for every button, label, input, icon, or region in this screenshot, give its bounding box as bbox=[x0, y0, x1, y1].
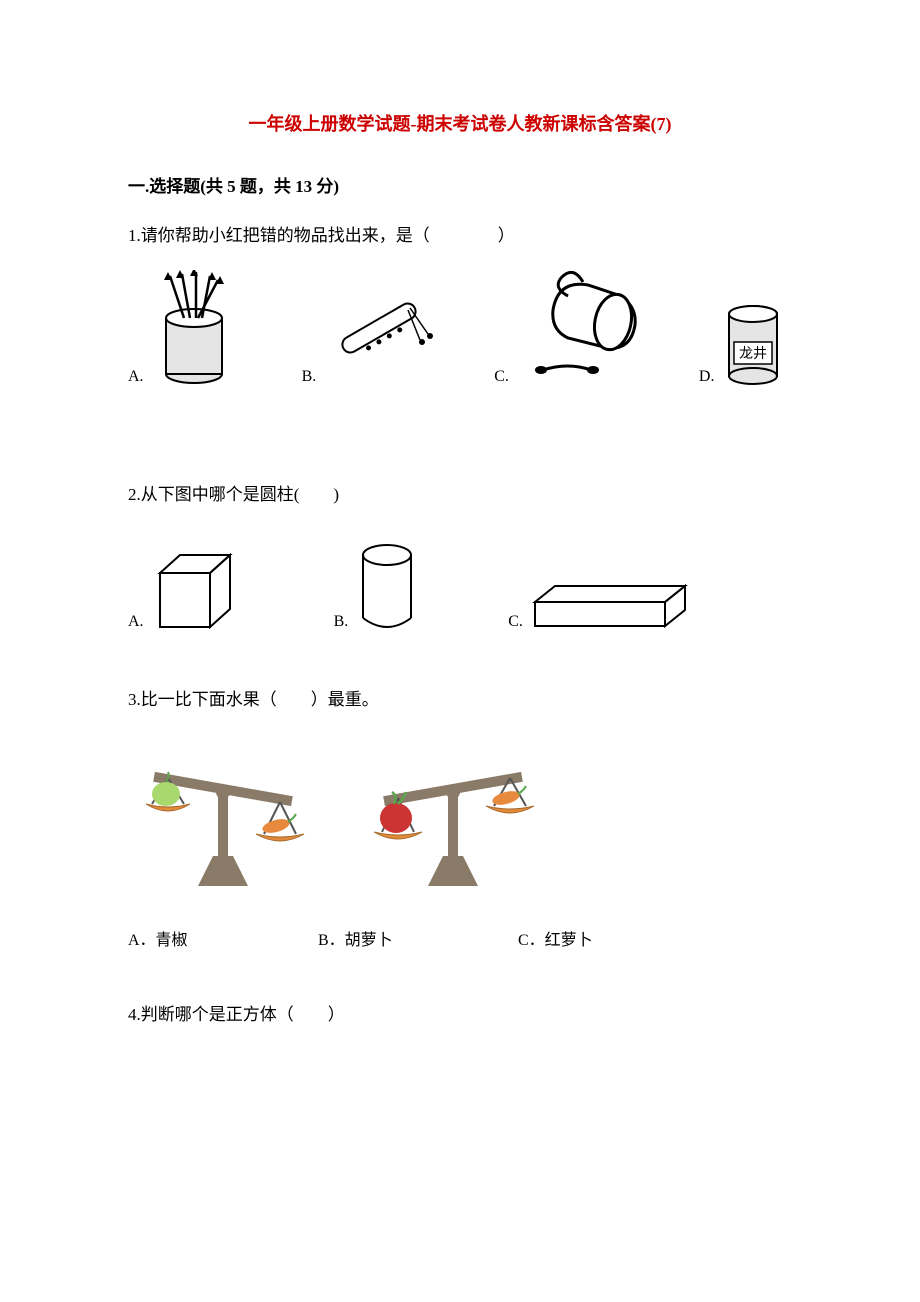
section-header: 一.选择题(共 5 题，共 13 分) bbox=[128, 172, 792, 197]
q3-option-c: C．红萝卜 bbox=[518, 926, 593, 950]
option-label: C. bbox=[494, 368, 509, 386]
option-label: A. bbox=[128, 368, 144, 386]
cuboid-icon bbox=[527, 580, 697, 635]
question-4: 4.判断哪个是正方体（ ） bbox=[128, 1000, 792, 1031]
option-label: C. bbox=[508, 613, 523, 631]
q1-option-b: B. bbox=[302, 290, 441, 390]
q3-options: A．青椒 B．胡萝卜 C．红萝卜 bbox=[128, 926, 792, 950]
cube-icon bbox=[148, 545, 248, 635]
tea-label: 龙井 bbox=[739, 346, 767, 362]
q3-figure bbox=[128, 736, 792, 896]
option-label: A. bbox=[128, 613, 144, 631]
question-2: 2.从下图中哪个是圆柱( ) bbox=[128, 480, 792, 511]
drum-icon bbox=[513, 270, 643, 390]
option-label: B. bbox=[334, 613, 349, 631]
q2-options: A. B. C. bbox=[128, 540, 792, 635]
option-label: D. bbox=[699, 368, 715, 386]
q2-option-a: A. bbox=[128, 545, 248, 635]
q2-option-c: C. bbox=[508, 580, 697, 635]
page-title: 一年级上册数学试题-期末考试卷人教新课标含答案(7) bbox=[128, 110, 792, 136]
q1-option-a: A. bbox=[128, 270, 240, 390]
q1-options: A. B. bbox=[128, 270, 792, 390]
q3-option-b: B．胡萝卜 bbox=[318, 926, 518, 950]
q1-option-c: C. bbox=[494, 270, 643, 390]
question-3: 3.比一比下面水果（ ）最重。 bbox=[128, 685, 792, 716]
q3-option-a: A．青椒 bbox=[128, 926, 318, 950]
pen-holder-icon bbox=[148, 270, 240, 390]
q1-option-d: D. 龙井 bbox=[699, 300, 789, 390]
balance-scale-right-icon bbox=[358, 736, 548, 896]
tea-canister-icon: 龙井 bbox=[718, 300, 788, 390]
question-1: 1.请你帮助小红把错的物品找出来，是（ ） bbox=[128, 221, 792, 252]
flute-icon bbox=[320, 290, 440, 390]
cylinder-icon bbox=[352, 540, 422, 635]
balance-scale-left-icon bbox=[128, 736, 318, 896]
option-label: B. bbox=[302, 368, 317, 386]
q2-option-b: B. bbox=[334, 540, 423, 635]
